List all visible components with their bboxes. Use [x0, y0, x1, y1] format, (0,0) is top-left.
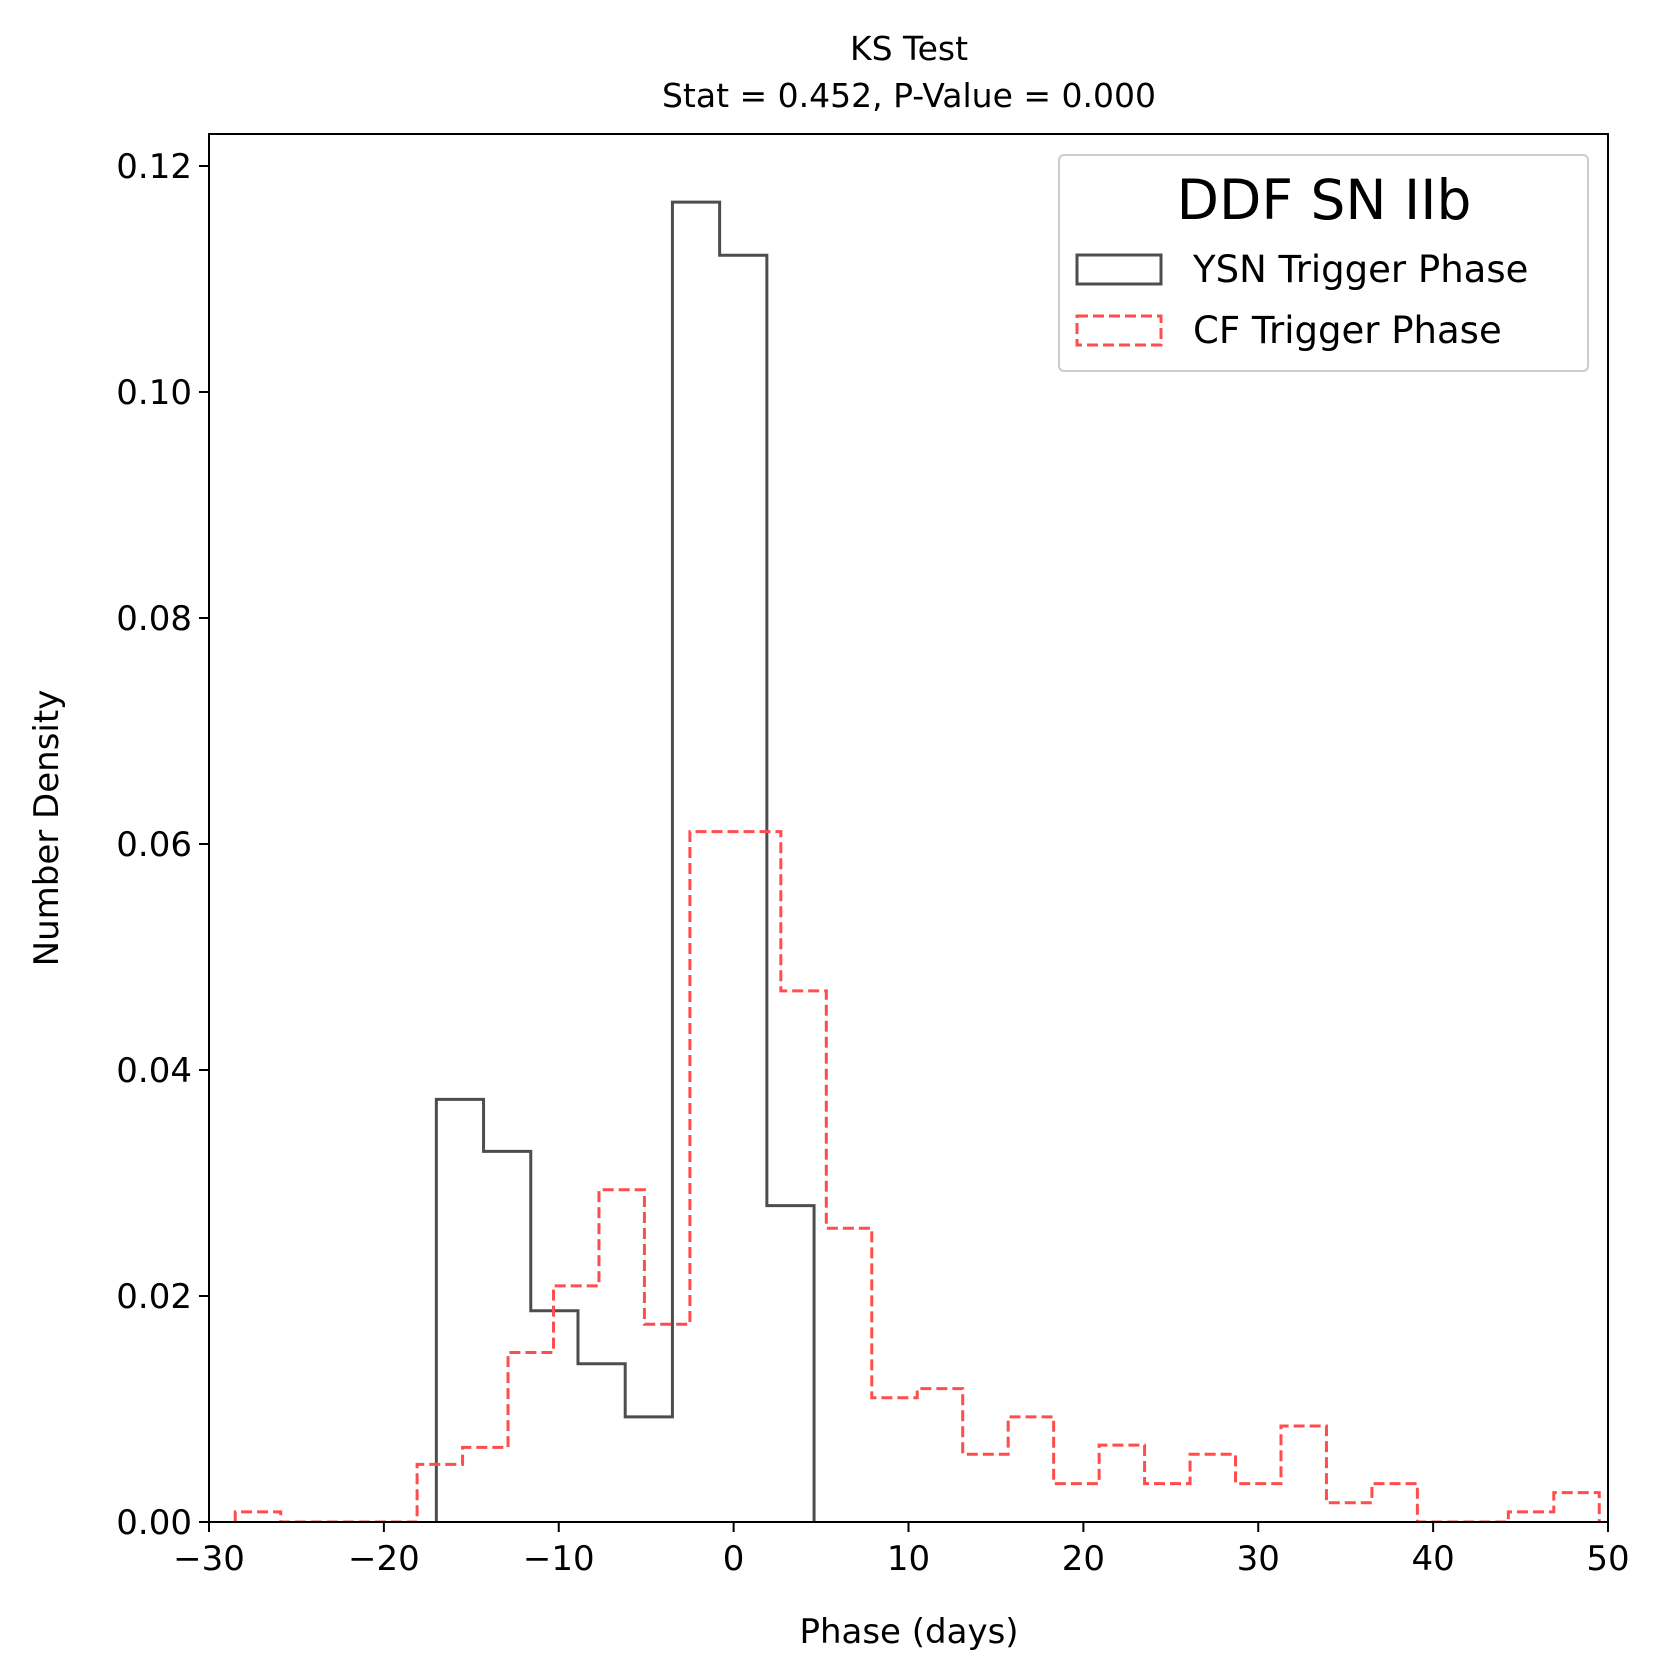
x-tick-label: 30: [1237, 1539, 1280, 1579]
series-layer: [233, 200, 1601, 1522]
legend: DDF SN IIb YSN Trigger Phase CF Trigger …: [1058, 154, 1589, 372]
chart-title: KS Test: [850, 29, 968, 68]
x-tick-label: −30: [173, 1539, 245, 1579]
y-tick-label: 0.04: [116, 1051, 192, 1091]
y-tick-label: 0.06: [116, 825, 192, 865]
x-tick-label: 10: [887, 1539, 930, 1579]
y-tick-label: 0.10: [116, 373, 192, 413]
legend-swatch-ysn: [1075, 253, 1163, 286]
y-tick-label: 0.02: [116, 1277, 192, 1317]
x-tick-label: 0: [723, 1539, 745, 1579]
legend-label-ysn: YSN Trigger Phase: [1192, 248, 1528, 291]
x-axis-ticks: −30 −20 −10 0 10 20 30 40 50: [173, 1522, 1630, 1579]
legend-box: [1058, 154, 1589, 372]
x-axis-label: Phase (days): [799, 1612, 1018, 1652]
series-0-histogram-line: [434, 200, 816, 1522]
x-tick-label: −10: [523, 1539, 595, 1579]
chart-subtitle: Stat = 0.452, P-Value = 0.000: [662, 76, 1156, 115]
y-axis-label: Number Density: [27, 690, 67, 967]
legend-label-cf: CF Trigger Phase: [1193, 309, 1502, 352]
y-axis-ticks: 0.00 0.02 0.04 0.06 0.08 0.10 0.12: [116, 147, 209, 1543]
legend-swatch-cf: [1075, 314, 1163, 347]
x-tick-label: 20: [1062, 1539, 1105, 1579]
legend-title: DDF SN IIb: [1177, 168, 1472, 232]
series-1-histogram-line: [233, 830, 1601, 1522]
y-tick-label: 0.00: [116, 1503, 192, 1543]
x-tick-label: 40: [1411, 1539, 1454, 1579]
x-tick-label: 50: [1586, 1539, 1629, 1579]
y-tick-label: 0.08: [116, 599, 192, 639]
x-tick-label: −20: [348, 1539, 420, 1579]
y-tick-label: 0.12: [116, 147, 192, 187]
